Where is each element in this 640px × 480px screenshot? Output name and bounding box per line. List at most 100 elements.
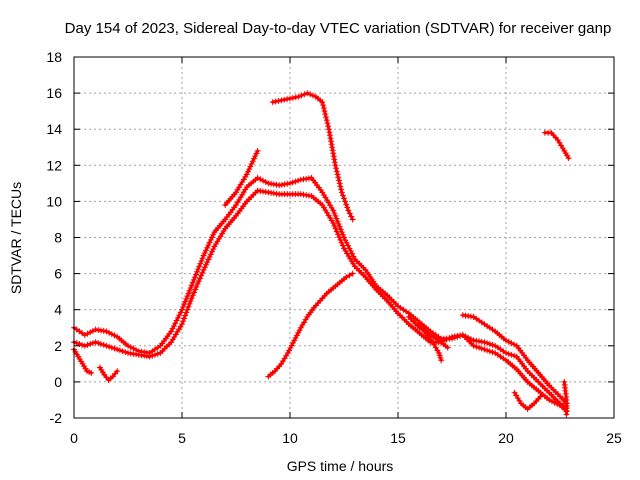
data-point — [246, 166, 253, 173]
data-point — [114, 346, 121, 353]
data-point — [332, 225, 339, 232]
data-point — [185, 290, 192, 297]
data-point — [103, 328, 110, 335]
series-lower-band — [71, 187, 570, 414]
data-point — [198, 257, 205, 264]
series-late-arc — [541, 129, 572, 162]
data-point — [248, 160, 255, 167]
data-point — [333, 228, 340, 235]
data-point — [338, 239, 345, 246]
y-tick-label: 14 — [46, 121, 62, 137]
y-tick-label: 18 — [46, 49, 62, 65]
data-point — [476, 344, 482, 351]
data-point — [489, 341, 496, 348]
x-tick-label: 20 — [498, 430, 514, 446]
data-point — [84, 330, 91, 337]
data-point — [98, 340, 104, 347]
data-point — [100, 341, 107, 348]
data-point — [79, 341, 86, 348]
data-point — [307, 91, 314, 98]
data-point — [119, 348, 126, 355]
y-tick-label: 2 — [54, 338, 62, 354]
data-point — [88, 369, 95, 376]
data-point — [152, 351, 158, 358]
data-point — [288, 342, 295, 349]
data-point — [201, 264, 208, 271]
data-point — [173, 317, 180, 324]
data-point — [330, 150, 337, 157]
data-point — [446, 335, 453, 342]
data-point — [191, 289, 197, 296]
data-point — [563, 411, 570, 418]
data-point — [200, 252, 207, 259]
data-point — [324, 120, 331, 127]
data-point — [209, 248, 215, 255]
data-point — [343, 201, 350, 208]
data-point — [296, 327, 303, 334]
data-point — [338, 189, 345, 196]
data-point — [125, 342, 131, 349]
data-point — [289, 179, 296, 186]
data-point — [169, 325, 176, 332]
data-point — [207, 236, 214, 243]
data-point — [546, 396, 553, 403]
data-point — [194, 281, 201, 288]
data-point — [262, 178, 269, 185]
data-point — [179, 321, 185, 328]
data-point — [548, 398, 555, 405]
data-point — [335, 174, 342, 181]
data-point — [209, 234, 215, 241]
data-point — [565, 155, 572, 162]
data-point — [210, 246, 217, 253]
data-point — [339, 231, 346, 238]
series-line — [72, 176, 568, 409]
data-point — [295, 177, 302, 184]
data-point — [278, 97, 285, 104]
data-point — [180, 318, 187, 325]
data-point — [172, 320, 179, 327]
data-point — [484, 340, 491, 347]
data-point — [210, 231, 217, 238]
x-tick-label: 10 — [282, 430, 298, 446]
data-point — [81, 331, 88, 338]
data-point — [349, 216, 356, 223]
data-point — [320, 102, 327, 109]
data-point — [195, 266, 202, 273]
data-point — [327, 135, 334, 142]
data-point — [127, 344, 134, 351]
data-point — [505, 350, 512, 357]
data-point — [331, 210, 338, 217]
data-point — [444, 344, 451, 351]
data-point — [251, 155, 257, 162]
data-point — [329, 144, 336, 151]
data-point — [180, 303, 187, 310]
data-point — [106, 343, 113, 350]
data-point — [343, 274, 350, 281]
data-point — [511, 341, 518, 348]
data-point — [287, 95, 293, 102]
data-point — [337, 183, 344, 190]
data-point — [511, 352, 518, 359]
data-point — [326, 129, 333, 136]
series-line — [271, 91, 355, 221]
data-point — [345, 242, 352, 249]
data-point — [199, 255, 206, 262]
data-point — [334, 171, 341, 178]
data-point — [188, 282, 195, 289]
data-point — [254, 174, 261, 181]
data-point — [287, 180, 293, 187]
data-point — [337, 226, 344, 233]
data-point — [201, 249, 208, 256]
data-point — [108, 331, 115, 338]
data-point — [470, 342, 477, 349]
data-point — [260, 177, 266, 184]
data-point — [336, 180, 343, 187]
data-point — [149, 352, 156, 359]
data-point — [272, 98, 279, 105]
series-early-dip — [71, 346, 95, 376]
data-point — [330, 220, 337, 227]
data-point — [89, 327, 96, 334]
y-tick-label: 4 — [54, 302, 62, 318]
data-point — [330, 207, 337, 214]
data-point — [182, 298, 189, 305]
